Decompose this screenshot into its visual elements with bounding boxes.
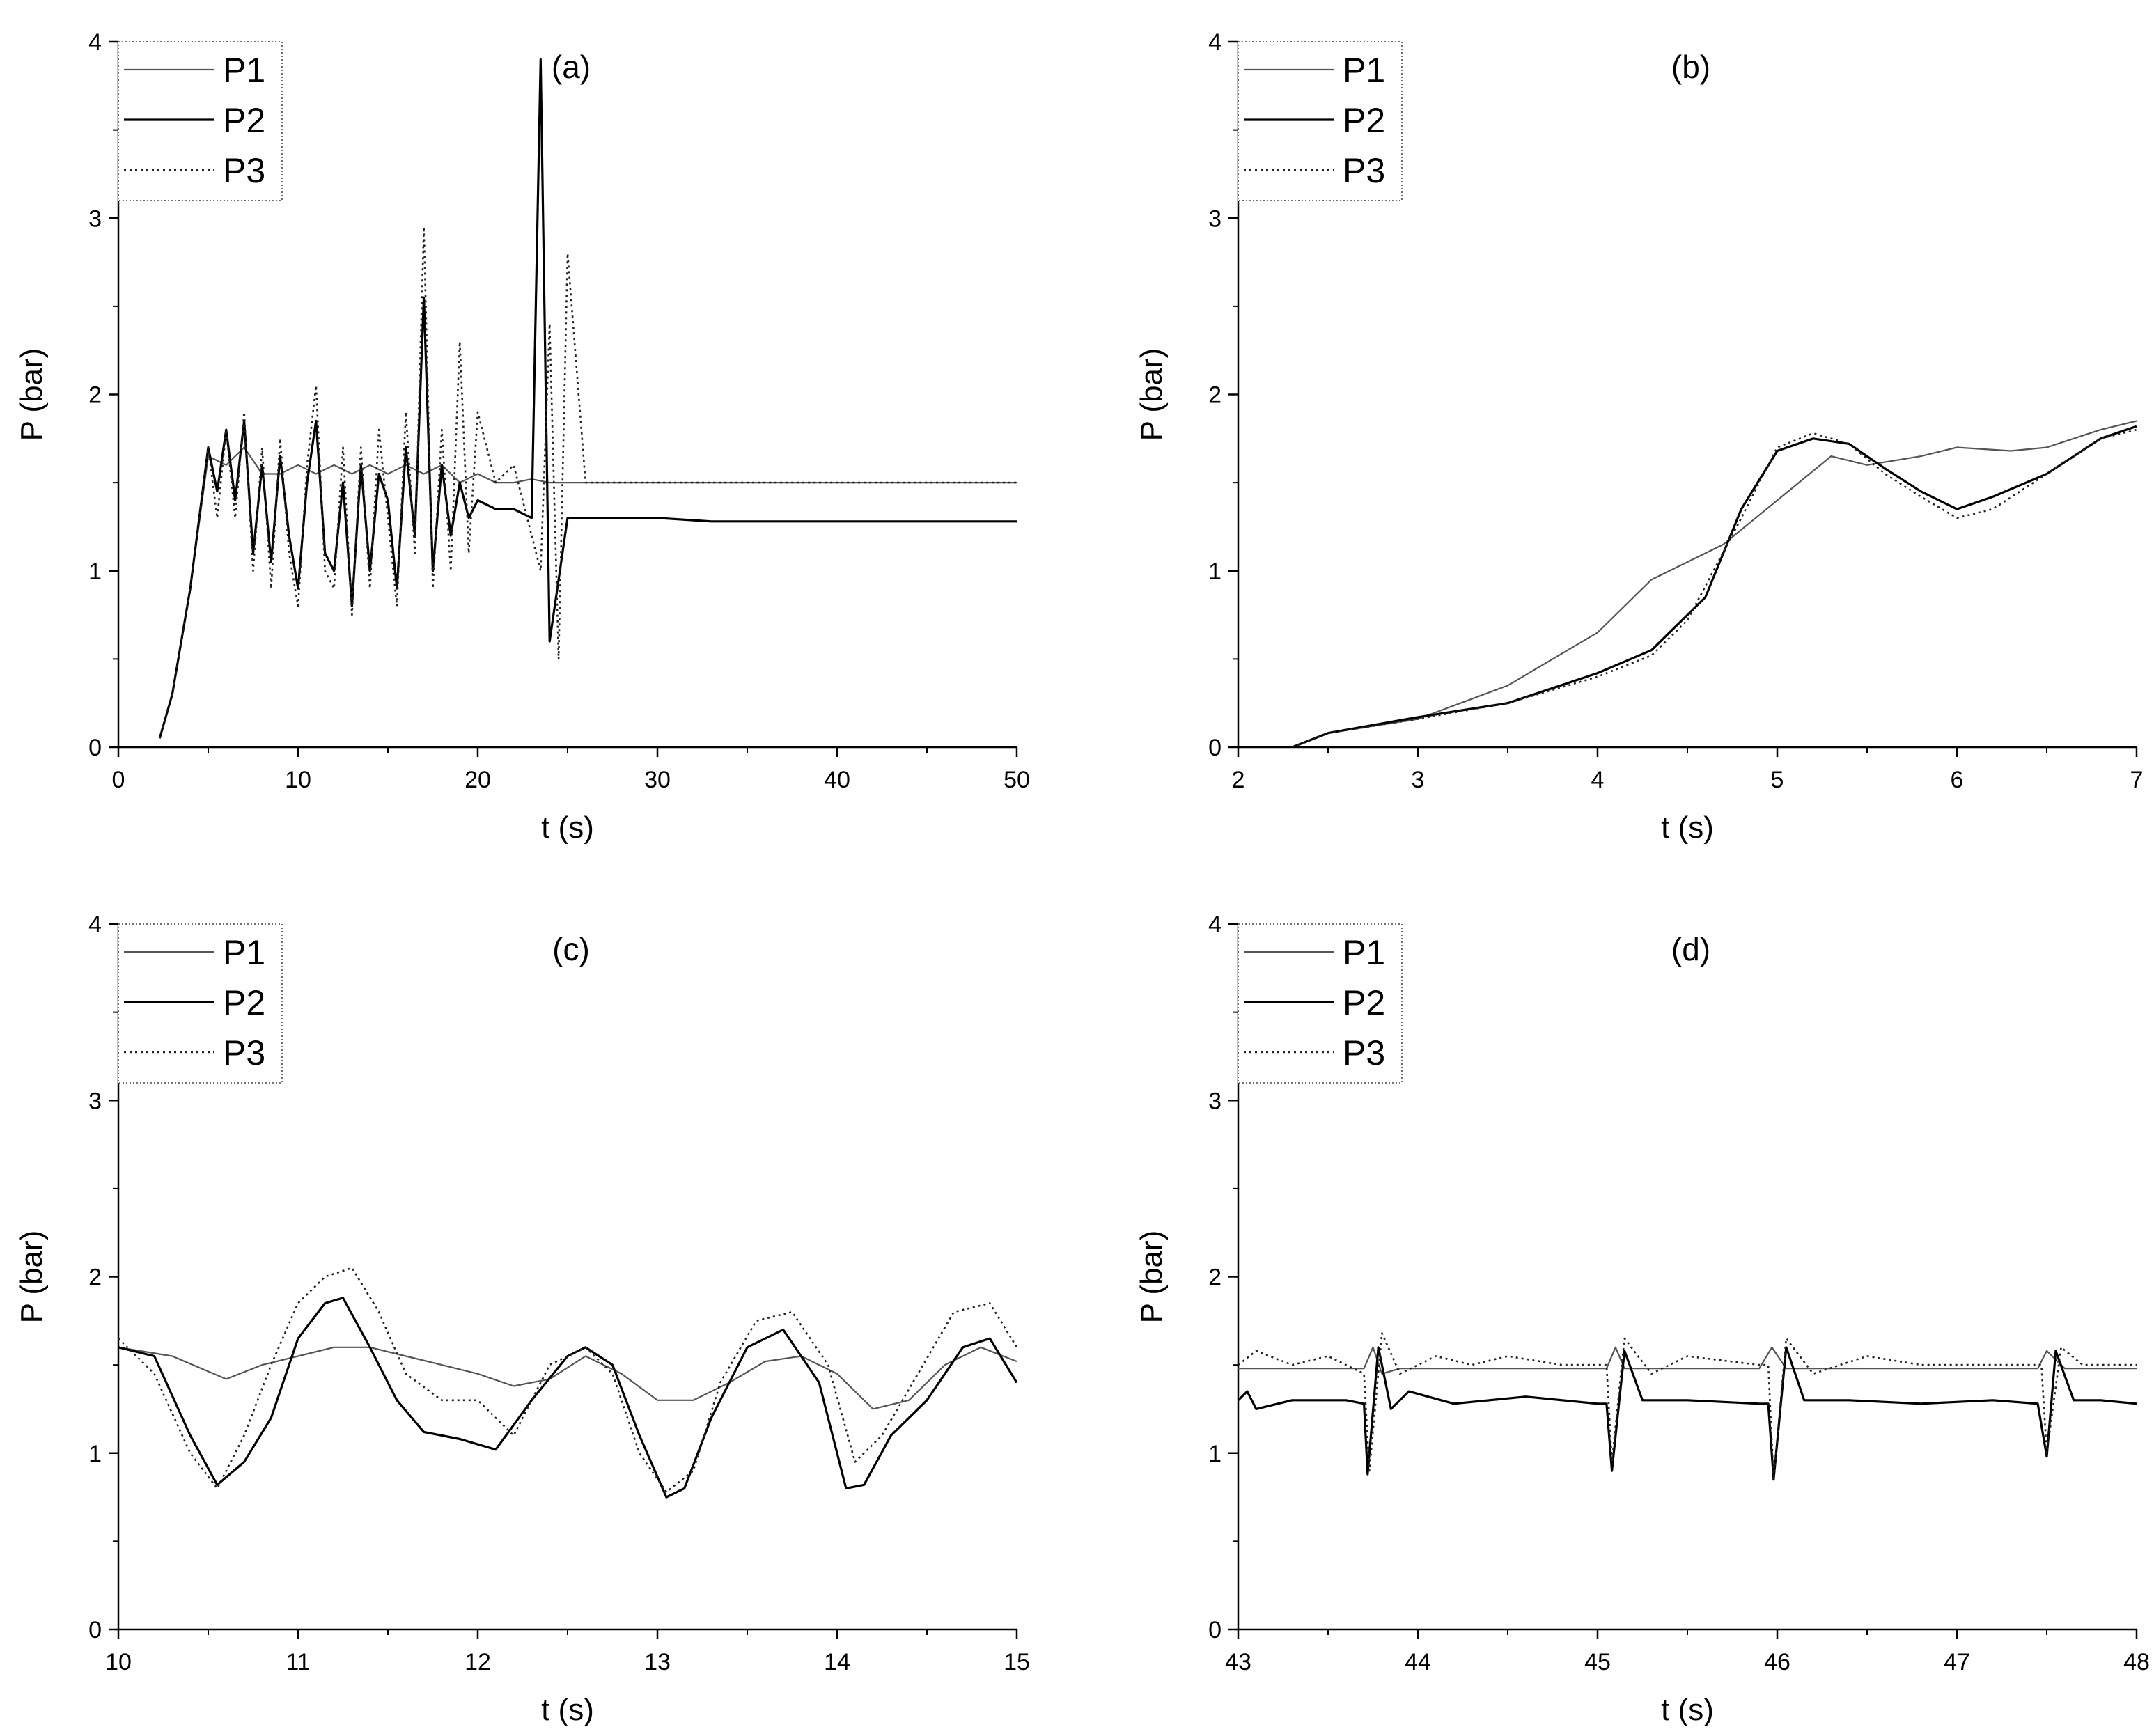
y-tick-label: 3 — [1208, 1088, 1222, 1114]
legend-label-p1: P1 — [223, 51, 265, 90]
x-tick-label: 13 — [644, 1649, 671, 1675]
legend-label-p1: P1 — [223, 933, 265, 972]
panel-label: (c) — [552, 931, 590, 967]
x-tick-label: 45 — [1584, 1649, 1611, 1675]
x-tick-label: 44 — [1405, 1649, 1431, 1675]
x-tick-label: 48 — [2123, 1649, 2150, 1675]
y-axis-label: P (bar) — [15, 348, 49, 441]
x-tick-label: 2 — [1232, 767, 1245, 793]
x-tick-label: 4 — [1591, 767, 1605, 793]
legend-box — [118, 923, 283, 1084]
chart-panel-4: 43 44 45 46 47 48 0 1 2 3 4 t (s) P (bar) (d) P1 P2 P3 — [1134, 912, 2150, 1727]
legend-label-p1: P1 — [1343, 51, 1385, 90]
y-axis-label: P (bar) — [1134, 1230, 1169, 1324]
y-tick-label: 2 — [1208, 1265, 1222, 1291]
series-line-p3 — [118, 1267, 1018, 1493]
legend-label-p3: P3 — [223, 1033, 265, 1072]
x-tick-label: 10 — [105, 1649, 132, 1675]
series-line-p2 — [158, 58, 1017, 739]
series-line-p2 — [1291, 425, 2137, 749]
legend-label-p3: P3 — [223, 151, 265, 190]
x-tick-label: 6 — [1951, 767, 1964, 793]
y-tick-label: 4 — [88, 29, 102, 56]
series-line-p2 — [1237, 1346, 2137, 1481]
x-tick-label: 43 — [1225, 1649, 1251, 1675]
y-tick-label: 4 — [1208, 912, 1222, 938]
x-tick-label: 14 — [824, 1649, 850, 1675]
x-tick-label: 30 — [644, 767, 671, 793]
legend-label-p2: P2 — [1343, 983, 1385, 1022]
series-line-p3 — [1238, 1332, 2137, 1480]
x-tick-label: 15 — [1004, 1649, 1030, 1675]
legend-label-p3: P3 — [1343, 1033, 1385, 1072]
legend: P1 P2 P3 — [118, 41, 283, 201]
legend-label-p1: P1 — [1343, 933, 1385, 972]
x-axis-label: t (s) — [541, 1693, 594, 1727]
legend: P1 P2 P3 — [1238, 923, 1403, 1084]
chart-panel-1: 0 10 20 30 40 50 0 1 2 3 4 t (s) P (bar) (a) P1 P2 P3 — [15, 29, 1030, 845]
series-line-p1 — [118, 1346, 1017, 1410]
y-tick-label: 3 — [1208, 205, 1222, 232]
series-line-p3 — [1291, 428, 2137, 749]
legend-label-p2: P2 — [223, 101, 265, 140]
y-axis-label: P (bar) — [1134, 348, 1169, 441]
x-tick-label: 10 — [285, 767, 311, 793]
y-tick-label: 0 — [1208, 1617, 1222, 1643]
series-line-p1 — [1238, 1346, 2137, 1375]
y-tick-label: 1 — [1208, 558, 1222, 585]
legend: P1 P2 P3 — [118, 923, 283, 1084]
x-tick-label: 7 — [2130, 767, 2144, 793]
y-tick-label: 2 — [1208, 382, 1222, 409]
x-axis-label: t (s) — [1661, 811, 1714, 845]
y-tick-label: 3 — [88, 205, 102, 232]
x-tick-label: 50 — [1004, 767, 1030, 793]
series-line-p3 — [159, 226, 1017, 739]
x-axis-label: t (s) — [541, 811, 594, 845]
y-tick-label: 0 — [1208, 735, 1222, 761]
x-tick-label: 46 — [1764, 1649, 1790, 1675]
legend-label-p3: P3 — [1343, 151, 1385, 190]
panel-label: (d) — [1671, 931, 1710, 967]
x-axis-label: t (s) — [1661, 1693, 1714, 1727]
y-tick-label: 1 — [88, 558, 102, 585]
x-tick-label: 12 — [465, 1649, 491, 1675]
y-tick-label: 1 — [88, 1441, 102, 1467]
x-tick-label: 40 — [824, 767, 850, 793]
x-tick-label: 0 — [112, 767, 125, 793]
y-tick-label: 0 — [88, 1617, 102, 1643]
y-tick-label: 3 — [88, 1088, 102, 1114]
x-tick-label: 5 — [1771, 767, 1784, 793]
x-tick-label: 20 — [465, 767, 491, 793]
x-tick-label: 47 — [1944, 1649, 1970, 1675]
panel-label: (b) — [1671, 49, 1710, 85]
series-line-p1 — [1291, 420, 2137, 749]
legend-box — [1238, 923, 1403, 1084]
y-tick-label: 2 — [88, 1265, 102, 1291]
y-tick-label: 1 — [1208, 1441, 1222, 1467]
legend-box — [1238, 41, 1403, 201]
panel-label: (a) — [552, 49, 591, 85]
y-tick-label: 2 — [88, 382, 102, 409]
legend-label-p2: P2 — [223, 983, 265, 1022]
legend: P1 P2 P3 — [1238, 41, 1403, 201]
chart-panel-2: 2 3 4 5 6 7 0 1 2 3 4 t (s) P (bar) (b) P1 P2 P3 — [1134, 29, 2143, 845]
legend-label-p2: P2 — [1343, 101, 1385, 140]
y-axis-label: P (bar) — [15, 1230, 49, 1324]
legend-box — [118, 41, 283, 201]
y-tick-label: 4 — [88, 912, 102, 938]
x-tick-label: 11 — [286, 1649, 310, 1675]
y-tick-label: 0 — [88, 735, 102, 761]
x-tick-label: 3 — [1412, 767, 1425, 793]
y-tick-label: 4 — [1208, 29, 1222, 56]
